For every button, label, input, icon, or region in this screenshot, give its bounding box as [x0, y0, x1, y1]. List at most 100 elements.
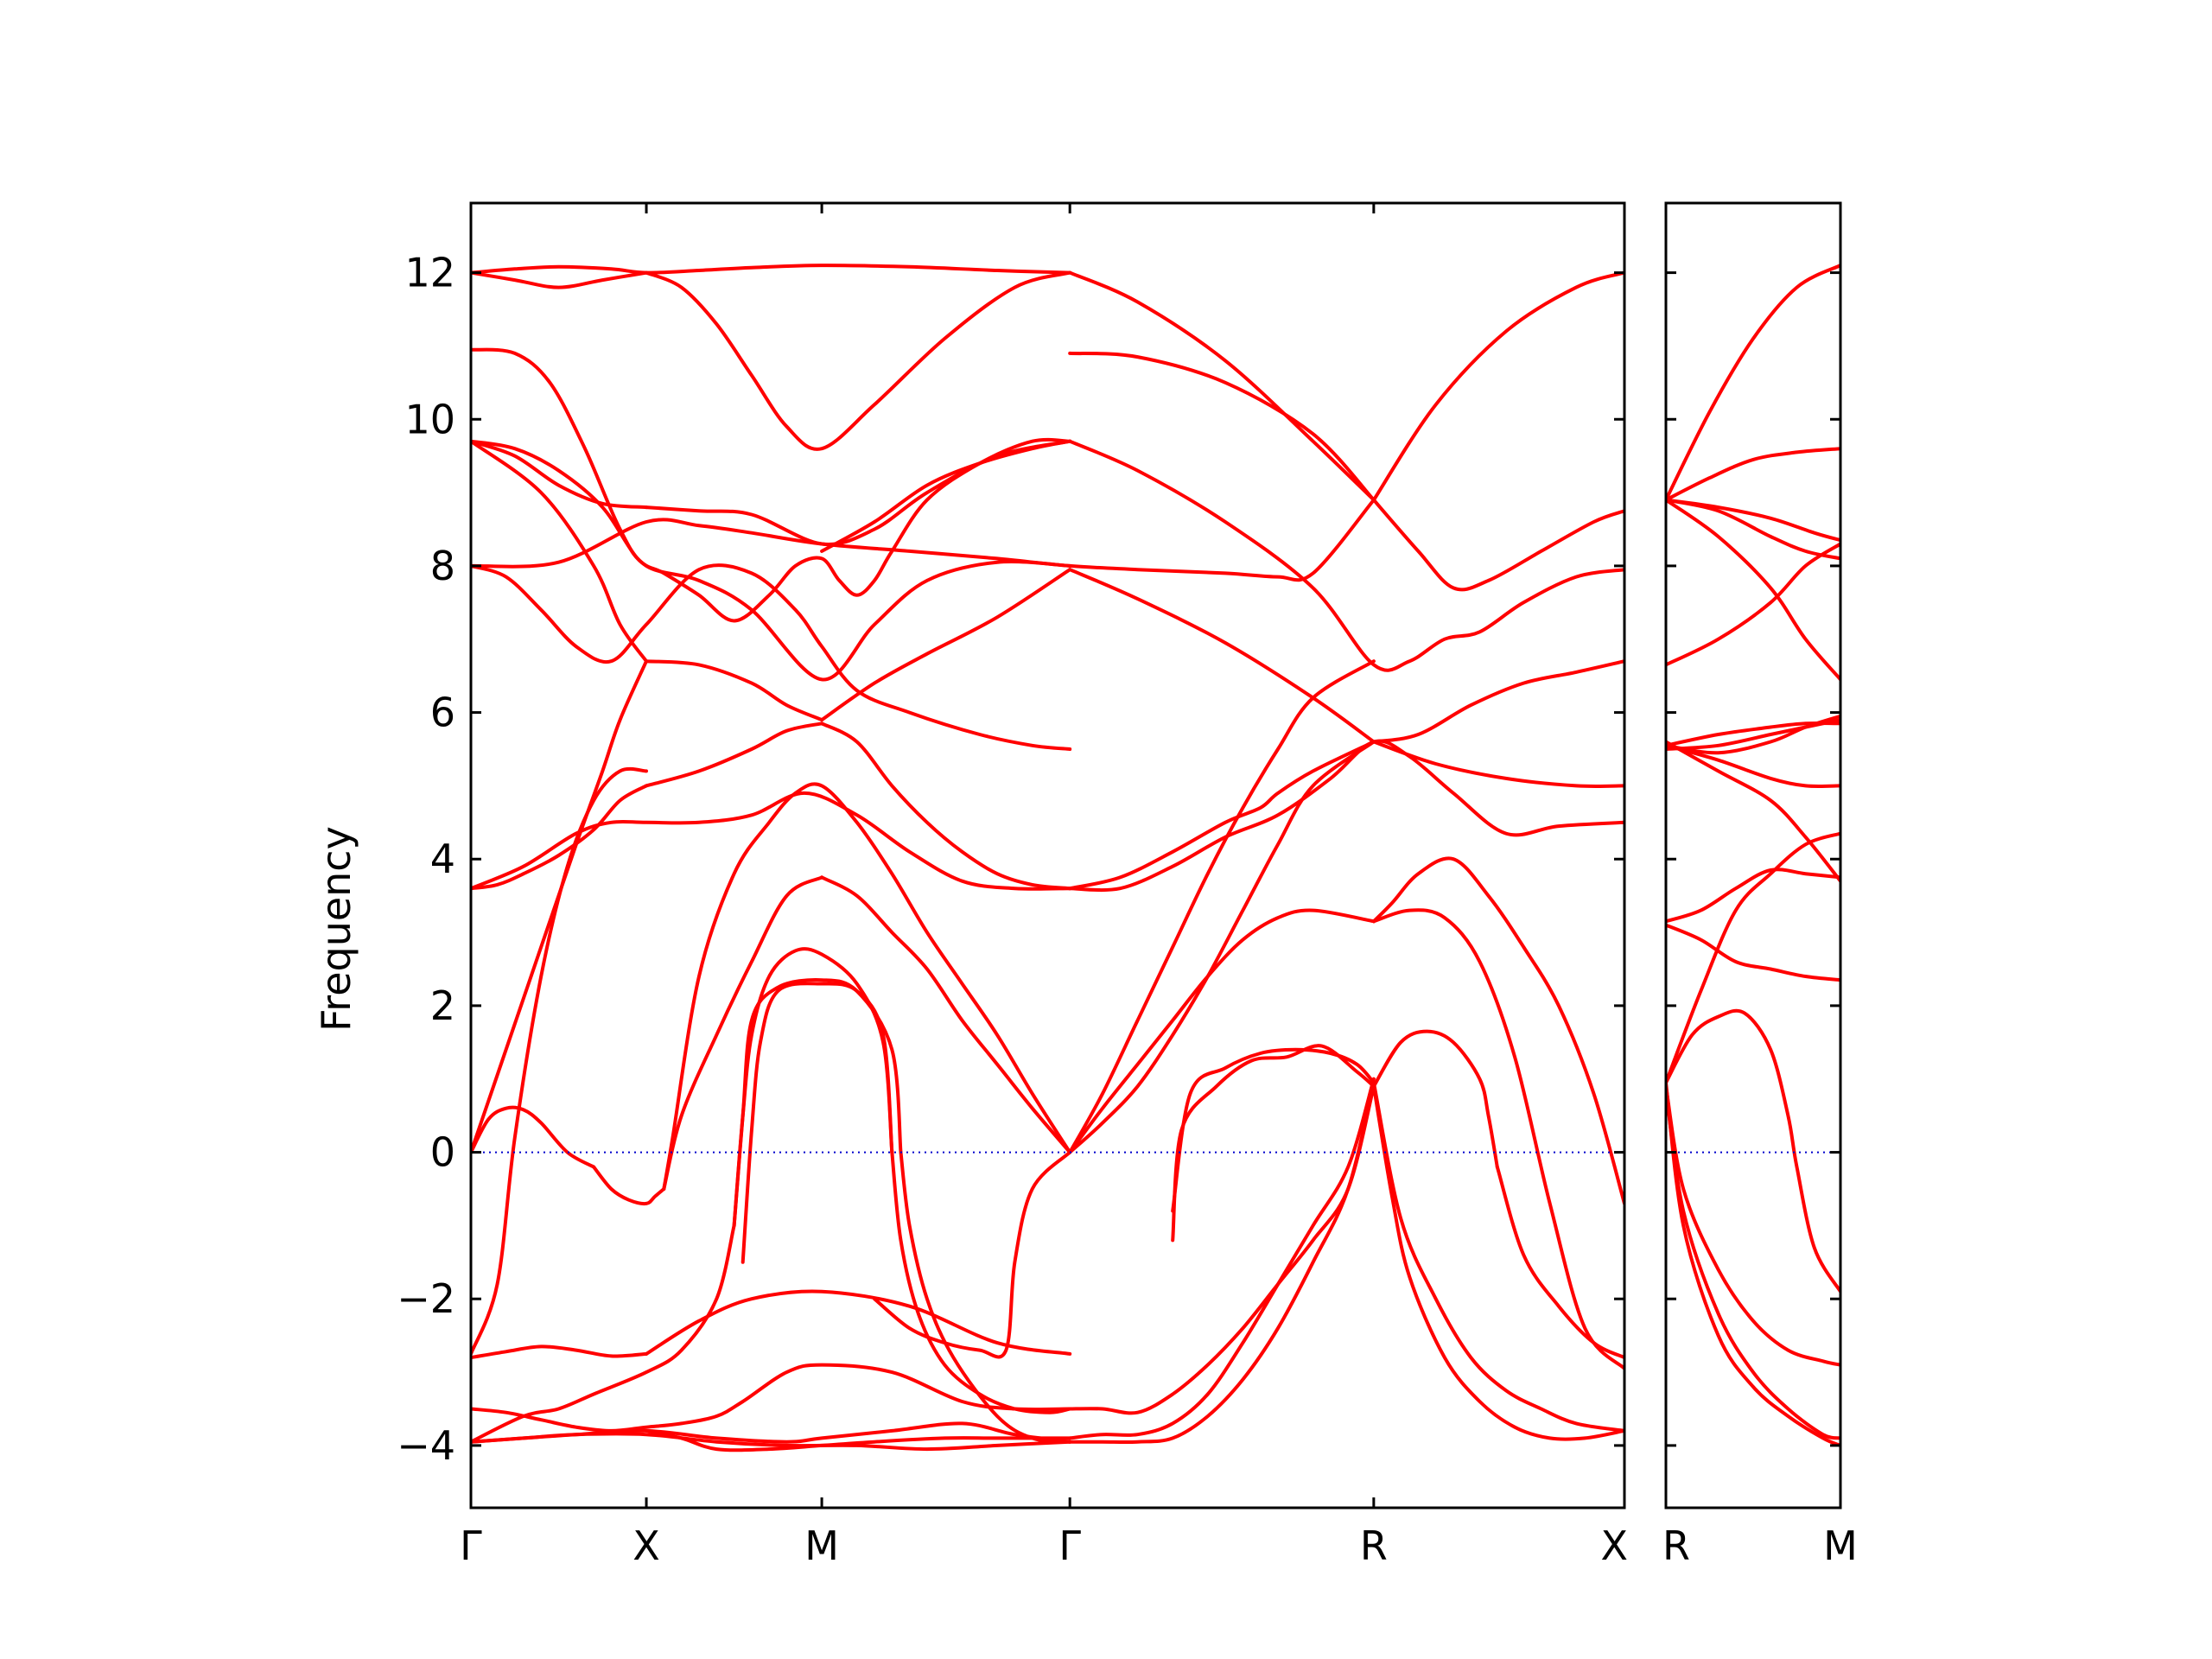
main-band-35 — [662, 782, 1072, 1191]
main-band-2 — [645, 270, 1072, 451]
main-frame — [469, 201, 1626, 1510]
main-band-12 — [471, 563, 1072, 751]
main-band-46 — [732, 947, 894, 1228]
x-tick-label: X — [632, 1522, 660, 1569]
y-tick-label: −4 — [397, 1422, 455, 1469]
inset-band-10 — [1666, 743, 1840, 789]
main-band-44 — [645, 1428, 1072, 1452]
inset-band-12 — [1666, 923, 1840, 982]
inset-band-5 — [1666, 542, 1840, 667]
y-tick-label: −2 — [397, 1275, 455, 1322]
main-band-60 — [873, 1150, 1072, 1359]
main-band-57 — [1171, 1044, 1376, 1243]
x-tick-label: Γ — [460, 1522, 482, 1569]
main-band-1 — [471, 270, 648, 289]
inset-band-4 — [1666, 498, 1840, 682]
main-band-24 — [1371, 740, 1624, 789]
main-bands — [471, 264, 1624, 1452]
main-band-7 — [1068, 439, 1624, 672]
x-tick-label: R — [1360, 1522, 1388, 1569]
main-band-53 — [1068, 1077, 1376, 1440]
main-band-37 — [1068, 659, 1376, 1154]
inset-band-16 — [1666, 1088, 1840, 1440]
x-tick-label: M — [1823, 1522, 1858, 1569]
main-band-23 — [1068, 740, 1376, 891]
main-band-25 — [1068, 739, 1624, 893]
x-tick-label: M — [804, 1522, 839, 1569]
inset-frame — [1664, 201, 1842, 1510]
main-band-4 — [1371, 270, 1624, 502]
main-band-34 — [820, 875, 1072, 1154]
main-band-15 — [471, 439, 648, 664]
x-tick-label: R — [1662, 1522, 1690, 1569]
main-band-21 — [820, 721, 1072, 891]
main-band-43 — [471, 1432, 1072, 1452]
x-tick-label: Γ — [1058, 1522, 1081, 1569]
inset-band-8 — [1666, 714, 1840, 755]
main-band-33 — [662, 875, 824, 1191]
main-band-10 — [471, 437, 1072, 623]
main-band-45 — [471, 1224, 736, 1444]
main-band-3 — [1068, 270, 1376, 502]
main-band-47 — [890, 1150, 1072, 1414]
main-band-27 — [471, 659, 648, 1154]
inset-band-1 — [1666, 447, 1840, 502]
main-band-14 — [645, 439, 1072, 546]
main-band-52 — [1068, 1081, 1376, 1445]
main-band-20 — [645, 721, 824, 788]
main-band-51 — [1068, 1084, 1376, 1415]
main-band-38 — [1068, 740, 1376, 1154]
main-band-58 — [1371, 1029, 1499, 1169]
y-tick-label: 8 — [430, 543, 455, 589]
inset-band-3 — [1666, 498, 1840, 561]
main-band-22 — [471, 791, 1072, 891]
y-tick-label: 6 — [430, 690, 455, 736]
inset-band-11 — [1666, 868, 1840, 924]
main-band-6 — [820, 439, 1072, 553]
x-tick-label: X — [1600, 1522, 1628, 1569]
inset-band-14 — [1666, 1008, 1840, 1294]
main-band-55 — [1371, 1081, 1624, 1433]
main-band-39 — [1371, 908, 1624, 1370]
main-band-40 — [1371, 856, 1624, 1205]
main-band-26 — [1371, 659, 1624, 744]
main-band-31 — [471, 1105, 596, 1169]
main-band-18 — [1068, 568, 1376, 744]
main-band-49 — [899, 1150, 1072, 1444]
main-band-36 — [1068, 908, 1376, 1154]
y-tick-label: 4 — [430, 836, 455, 882]
main-band-11 — [471, 498, 1376, 582]
main-band-19 — [471, 784, 648, 891]
inset-band-0 — [1666, 264, 1840, 502]
inset-bands — [1666, 264, 1840, 1447]
main-band-32 — [592, 1165, 666, 1206]
main-band-59 — [1495, 1165, 1624, 1360]
y-tick-label: 10 — [404, 396, 455, 442]
main-band-17 — [820, 568, 1072, 722]
main-band-29 — [471, 1344, 648, 1360]
main-band-30 — [645, 1289, 1072, 1356]
main-band-41 — [471, 1363, 1072, 1433]
y-tick-label: 2 — [430, 982, 455, 1029]
main-band-16 — [645, 659, 824, 722]
main-band-50 — [741, 982, 894, 1264]
main-band-48 — [732, 978, 903, 1228]
inset-band-13 — [1666, 831, 1840, 1084]
main-band-9 — [1371, 498, 1624, 592]
y-axis-label: Frequency — [313, 826, 359, 1032]
inset-band-17 — [1666, 1081, 1840, 1447]
main-band-8 — [1068, 351, 1376, 502]
main-band-13 — [471, 439, 648, 510]
main-band-54 — [1371, 1084, 1624, 1441]
main-band-28 — [471, 766, 648, 1356]
main-panel: −4 −2 0 2 4 6 8 10 12 Γ X M Γ R X — [397, 201, 1628, 1569]
main-band-5 — [471, 347, 1072, 682]
inset-band-15 — [1666, 1084, 1840, 1367]
y-tick-label: 0 — [430, 1129, 455, 1176]
inset-band-9 — [1666, 740, 1840, 883]
main-band-0 — [471, 264, 1072, 275]
main-band-56 — [1171, 1047, 1376, 1213]
y-tick-label: 12 — [404, 250, 455, 296]
